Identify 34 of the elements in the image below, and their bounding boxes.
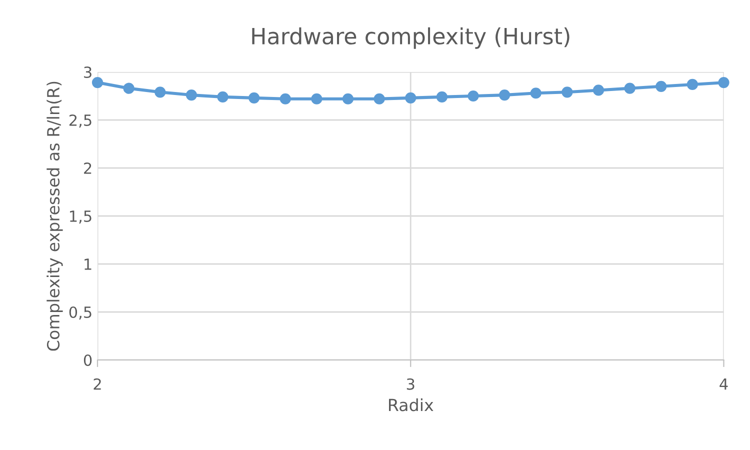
y-tick-label: 1,5 xyxy=(70,210,92,224)
point xyxy=(405,92,416,104)
x-tick-label: 4 xyxy=(720,378,728,390)
point xyxy=(499,89,510,101)
x-tick-label: 2 xyxy=(94,378,101,390)
point xyxy=(686,78,698,90)
point xyxy=(624,82,636,94)
point xyxy=(562,86,573,98)
point xyxy=(248,92,260,104)
point xyxy=(436,91,448,103)
point xyxy=(92,77,104,88)
point xyxy=(123,82,134,94)
y-tick-label: 0 xyxy=(84,354,92,366)
point xyxy=(468,90,479,102)
y-tick-label: 0,5 xyxy=(69,306,92,320)
y-tick-label: 2 xyxy=(84,162,92,174)
point xyxy=(592,84,604,96)
point xyxy=(186,89,197,101)
point xyxy=(342,93,354,104)
x-tick-label: 3 xyxy=(406,378,414,390)
y-tick-label: 3 xyxy=(84,66,92,78)
y-tick-label: 2,5 xyxy=(69,114,92,128)
x-axis-title: Radix xyxy=(389,398,434,412)
chart-title: Hardware complexity (Hurst) xyxy=(252,27,570,49)
point xyxy=(311,93,322,104)
point xyxy=(656,80,667,92)
y-tick-label: 1 xyxy=(84,258,92,270)
point xyxy=(217,91,228,103)
point xyxy=(530,88,542,99)
point xyxy=(374,93,385,104)
point xyxy=(280,93,291,104)
point xyxy=(718,77,730,88)
y-axis-title: Complexity expressed as R/ln(R) xyxy=(46,82,63,351)
point xyxy=(154,86,166,98)
